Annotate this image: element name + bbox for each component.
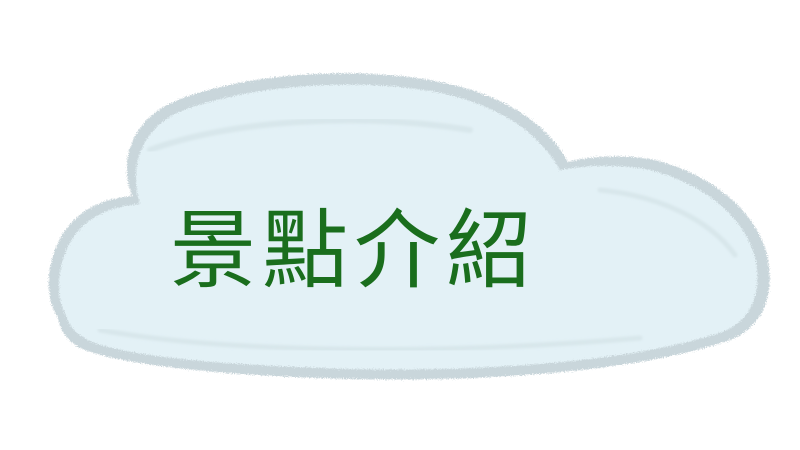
- cloud-fill: [58, 84, 758, 370]
- page-title: 景點介紹: [170, 201, 538, 301]
- cloud-brush-streak: [97, 327, 643, 352]
- cloud-brush-streak: [597, 187, 738, 258]
- cloud-brush-streak: [147, 117, 473, 153]
